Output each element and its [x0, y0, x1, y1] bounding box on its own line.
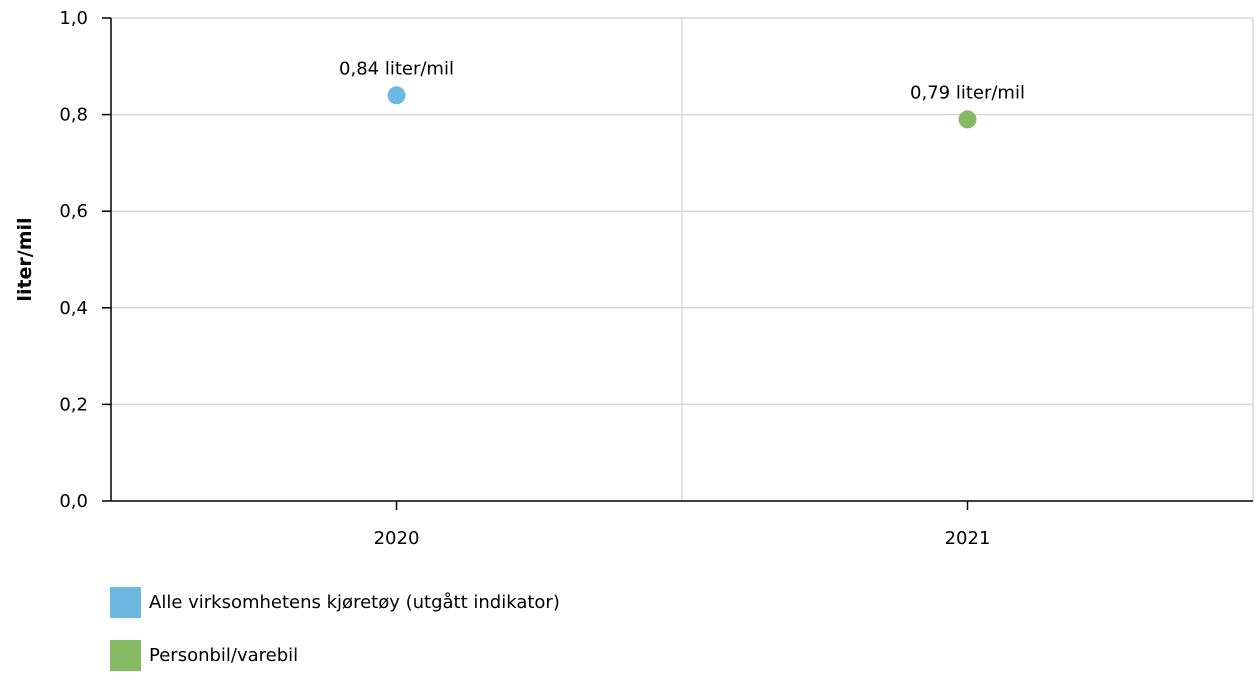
y-tick-label: 0,6 [59, 201, 88, 222]
y-tick-label: 0,8 [59, 105, 88, 126]
chart: 0,0 0,2 0,4 0,6 0,8 1,0 2020 2021 0,84 liter/mi… [14, 8, 1254, 549]
x-tick-label: 2020 [374, 528, 420, 549]
data-points: 0,84 liter/mil 0,79 liter/mil [339, 58, 1025, 129]
y-tick-label: 0,0 [59, 491, 88, 512]
axes [102, 17, 1253, 510]
legend-item[interactable]: Alle virksomhetens kjøretøy (utgått indi… [110, 586, 560, 618]
y-tick-label: 0,4 [59, 298, 88, 319]
data-label: 0,84 liter/mil [339, 58, 454, 79]
y-tick-label: 1,0 [59, 8, 88, 29]
legend-label: Personbil/varebil [149, 644, 299, 666]
y-axis-title: liter/mil [14, 217, 36, 301]
x-tick-label: 2021 [945, 528, 991, 549]
legend-label: Alle virksomhetens kjøretøy (utgått indi… [149, 591, 560, 613]
data-point [387, 86, 406, 105]
legend-item[interactable]: Personbil/varebil [110, 639, 560, 671]
gridlines [111, 17, 1254, 501]
legend-swatch [110, 586, 141, 618]
data-label: 0,79 liter/mil [910, 82, 1025, 103]
y-tick-label: 0,2 [59, 394, 88, 415]
legend-swatch [110, 639, 141, 671]
data-point [958, 110, 977, 129]
tick-labels: 0,0 0,2 0,4 0,6 0,8 1,0 2020 2021 [59, 8, 990, 549]
legend: Alle virksomhetens kjøretøy (utgått indi… [110, 586, 560, 692]
